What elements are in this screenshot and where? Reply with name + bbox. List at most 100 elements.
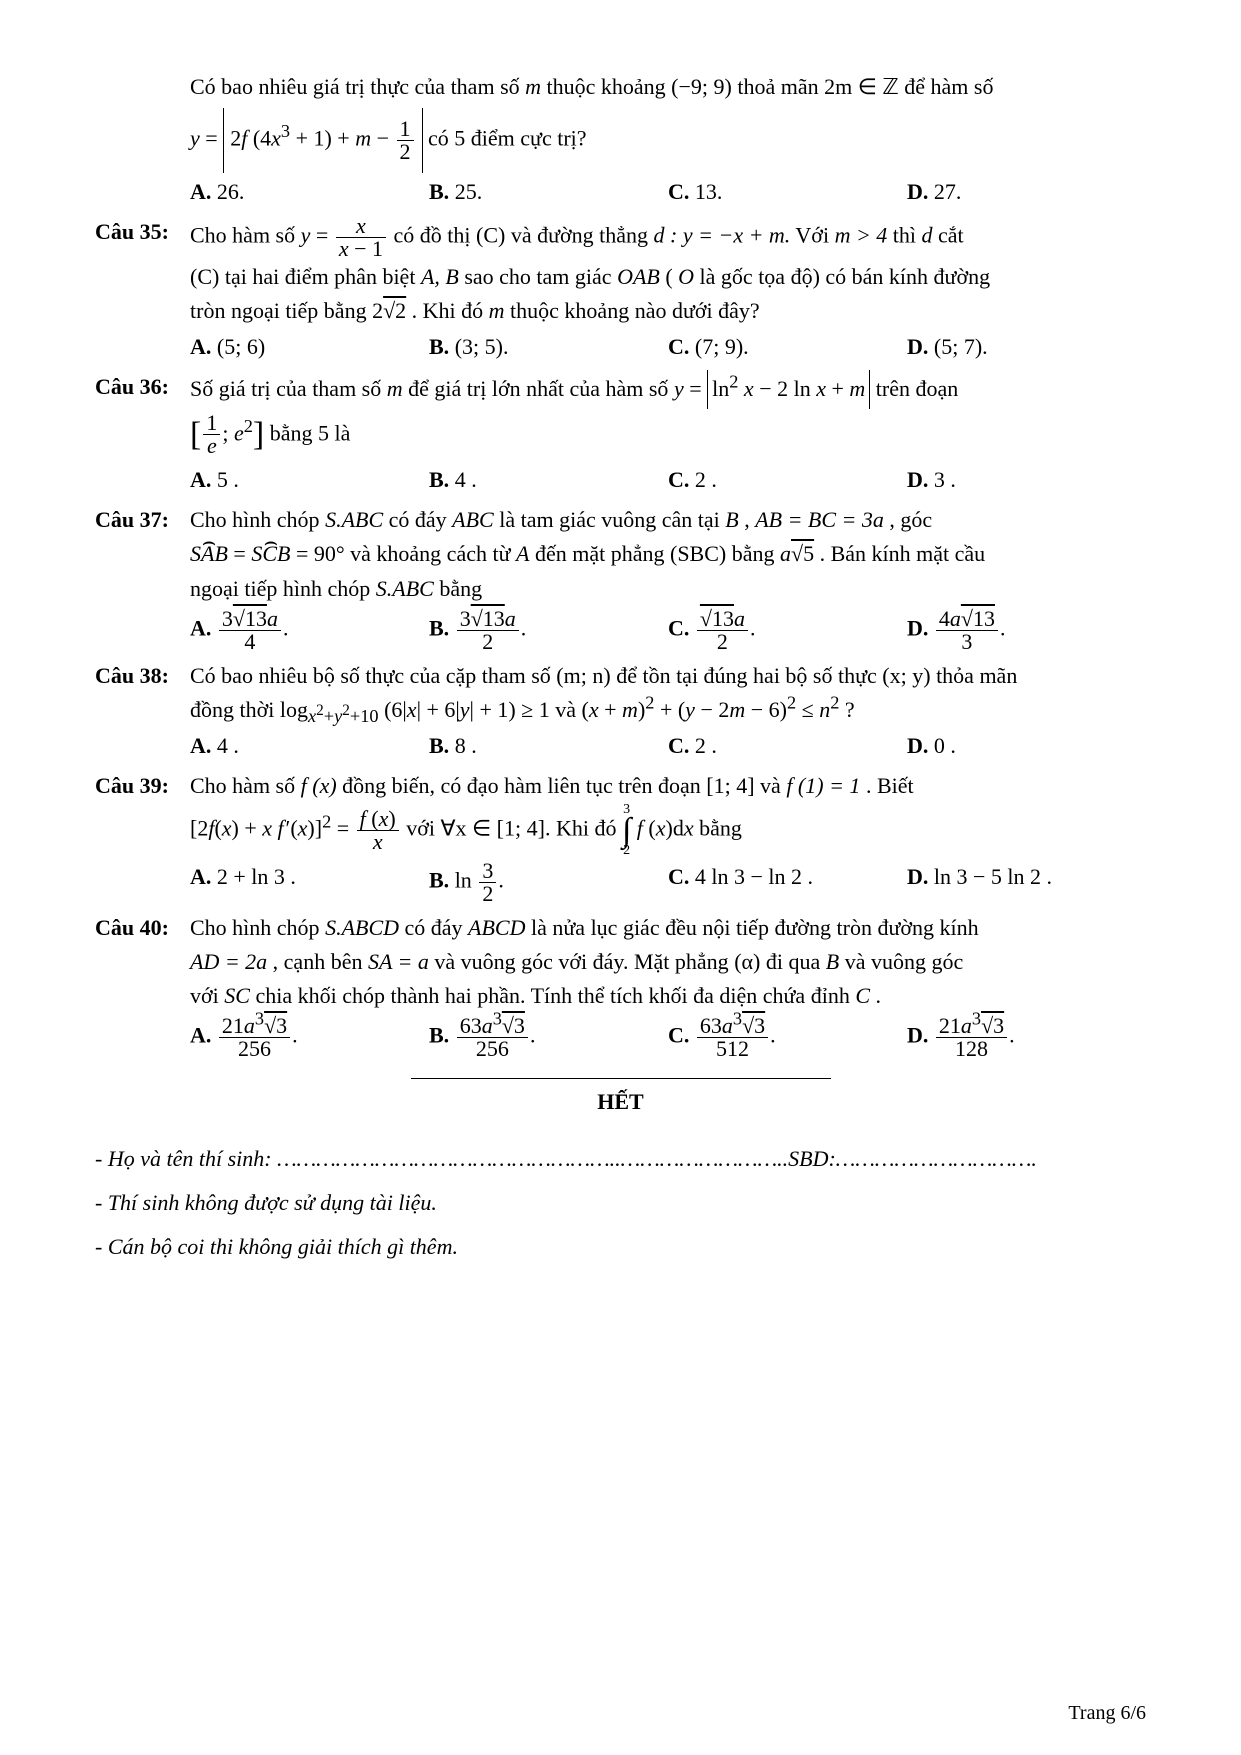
text: , góc — [889, 507, 932, 532]
footer-note-1: - Thí sinh không được sử dụng tài liệu. — [95, 1181, 1146, 1225]
text: thì — [893, 223, 922, 248]
question-pre35: Có bao nhiêu giá trị thực của tham số m … — [95, 70, 1146, 209]
text: với — [406, 816, 440, 841]
text: sao cho tam giác — [464, 264, 617, 289]
choice-d-val: 0 . — [934, 733, 956, 758]
text: , — [744, 507, 755, 532]
text: . Biết — [866, 773, 914, 798]
text: có đồ thị — [394, 223, 477, 248]
choice-b: B. 4 . — [429, 463, 668, 497]
q36-label: Câu 36: — [95, 370, 190, 404]
text: f (1) = 1 — [786, 773, 860, 798]
text: S.ABCD — [325, 915, 399, 940]
choice-c-val: (7; 9). — [695, 334, 749, 359]
text: bằng — [699, 816, 742, 841]
text: là tam giác vuông cân tại — [499, 507, 725, 532]
abs-expr: 2f (4x3 + 1) + m − 12 — [223, 108, 422, 173]
choice-a: A. 21a3√3256. — [190, 1015, 429, 1060]
text: thỏa mãn — [936, 663, 1017, 688]
choice-a: A. (5; 6) — [190, 330, 429, 364]
choice-c: C. 63a3√3512. — [668, 1015, 907, 1060]
question-40: Câu 40: Cho hình chóp S.ABCD có đáy ABCD… — [95, 911, 1146, 1060]
text: (α) — [734, 949, 760, 974]
text: có đáy — [389, 507, 453, 532]
question-36: Câu 36: Số giá trị của tham số m để giá … — [95, 370, 1146, 497]
question-39: Câu 39: Cho hàm số f (x) đồng biến, có đ… — [95, 769, 1146, 905]
text: trên đoạn — [876, 376, 958, 401]
text: C — [855, 983, 870, 1008]
text: SC — [224, 983, 250, 1008]
footer-sbd-label: SBD: — [788, 1146, 836, 1171]
q39-label: Câu 39: — [95, 769, 190, 803]
text: với — [190, 983, 224, 1008]
choice-b-val: 25. — [455, 179, 483, 204]
question-35: Câu 35: Cho hàm số y = xx − 1 có đồ thị … — [95, 215, 1146, 364]
integral-icon: 3 ∫ 2 — [622, 803, 631, 858]
choice-b: B. ln 32. — [429, 860, 668, 905]
choice-c-val: 2 . — [695, 467, 717, 492]
text: (x; y) — [882, 663, 930, 688]
text: Cho hàm số — [190, 773, 301, 798]
choice-c: C. (7; 9). — [668, 330, 907, 364]
condition: 2m ∈ ℤ — [824, 74, 899, 99]
text: m — [489, 298, 505, 323]
separator — [411, 1078, 831, 1079]
choice-c-val: 4 ln 3 − ln 2 . — [695, 864, 813, 889]
choice-a-val: 2 + ln 3 . — [217, 864, 296, 889]
text: là nửa lục giác đều nội tiếp đường tròn … — [531, 915, 979, 940]
choice-b-val: 4 . — [455, 467, 477, 492]
dots: ……………………………………………..…………………….. — [277, 1146, 788, 1171]
text: S.ABC — [376, 576, 434, 601]
text: thoả mãn — [737, 74, 824, 99]
choice-b: B. 8 . — [429, 729, 668, 763]
choices: A. 3√13a4. B. 3√13a2. C. √13a2. D. 4a√13… — [190, 608, 1146, 653]
text: là gốc tọa độ) có bán kính đường — [700, 264, 991, 289]
interval: (−9; 9) — [671, 74, 732, 99]
choices: A. 2 + ln 3 . B. ln 32. C. 4 ln 3 − ln 2… — [190, 860, 1146, 905]
text: (C) — [190, 264, 219, 289]
choice-a: A. 2 + ln 3 . — [190, 860, 429, 905]
choice-c-val: 13. — [695, 179, 723, 204]
text: ABC — [452, 507, 494, 532]
choice-d-val: 3 . — [934, 467, 956, 492]
text: có 5 điểm cực trị? — [428, 126, 587, 151]
exam-page: Có bao nhiêu giá trị thực của tham số m … — [0, 0, 1241, 1755]
text: (SBC) — [670, 541, 726, 566]
q35-label: Câu 35: — [95, 215, 190, 249]
text: Có bao nhiêu bộ số thực của cặp tham số — [190, 663, 556, 688]
text: để hàm số — [904, 74, 993, 99]
text: bằng 5 là — [270, 420, 351, 445]
choice-a: A. 4 . — [190, 729, 429, 763]
text: chia khối chóp thành hai phần. Tính thể … — [255, 983, 855, 1008]
text: B — [826, 949, 839, 974]
text: ( — [665, 264, 678, 289]
choice-a-val: 26. — [217, 179, 245, 204]
text: d : y = −x + m. — [654, 223, 791, 248]
choice-d: D. 3 . — [907, 463, 1146, 497]
var-m: m — [525, 74, 541, 99]
text: m — [387, 376, 403, 401]
text: đồng biến, có đạo hàm liên tục trên đoạn — [342, 773, 706, 798]
question-38: Câu 38: Có bao nhiêu bộ số thực của cặp … — [95, 659, 1146, 763]
text: và — [760, 773, 786, 798]
text: ∀x ∈ [1; 4]. — [440, 816, 550, 841]
end-label: HẾT — [95, 1089, 1146, 1115]
text: S.ABC — [325, 507, 383, 532]
text: và khoảng cách từ — [350, 541, 516, 566]
choice-a: A. 3√13a4. — [190, 608, 429, 653]
text: AB = BC = 3a — [755, 507, 884, 532]
text: có đáy — [405, 915, 469, 940]
text: ngoại tiếp hình chóp — [190, 576, 376, 601]
choices: A. (5; 6) B. (3; 5). C. (7; 9). D. (5; 7… — [190, 330, 1146, 364]
choices: A. 5 . B. 4 . C. 2 . D. 3 . — [190, 463, 1146, 497]
text: (m; n) — [556, 663, 610, 688]
footer-name-label: - Họ và tên thí sinh: — [95, 1146, 277, 1171]
choice-c: C. 2 . — [668, 729, 907, 763]
text: Có bao nhiêu giá trị thực của tham số — [190, 74, 525, 99]
text: Với — [795, 223, 834, 248]
q38-label: Câu 38: — [95, 659, 190, 693]
text: (C) — [476, 223, 505, 248]
choice-b: B. (3; 5). — [429, 330, 668, 364]
footer-note-2: - Cán bộ coi thi không giải thích gì thê… — [95, 1225, 1146, 1269]
text: Cho hình chóp — [190, 915, 325, 940]
